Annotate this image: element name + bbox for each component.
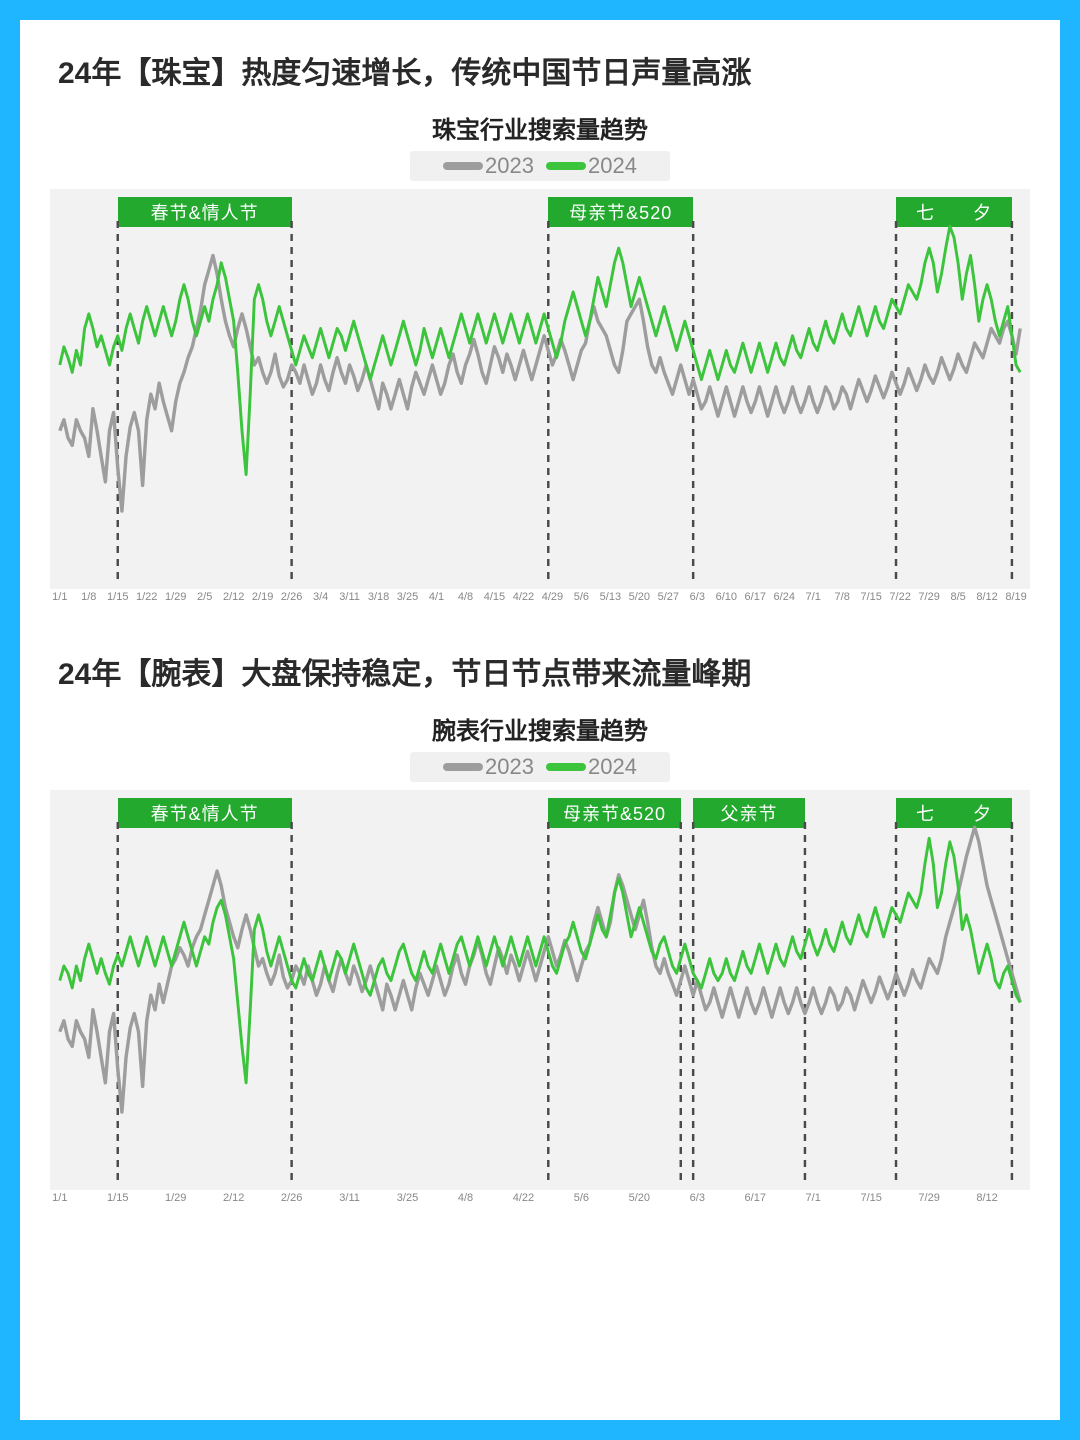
x-tick: 7/22 <box>889 591 910 603</box>
x-tick: 3/11 <box>339 1192 360 1204</box>
x-tick: 2/26 <box>281 591 302 603</box>
x-tick: 7/15 <box>860 591 881 603</box>
x-tick: 2/12 <box>223 1192 244 1204</box>
legend: 2023 2024 <box>410 151 670 181</box>
x-tick: 1/1 <box>52 591 67 603</box>
x-tick: 6/3 <box>690 591 705 603</box>
x-tick: 8/19 <box>1005 591 1026 603</box>
x-tick: 4/22 <box>513 1192 534 1204</box>
x-tick: 6/10 <box>716 591 737 603</box>
x-tick: 4/1 <box>429 591 444 603</box>
x-tick: 7/29 <box>918 1192 939 1204</box>
headline-watch: 24年【腕表】大盘保持稳定，节日节点带来流量峰期 <box>58 649 1030 693</box>
x-tick: 4/15 <box>484 591 505 603</box>
report-body: 24年【珠宝】热度匀速增长，传统中国节日声量高涨珠宝行业搜索量趋势2023202… <box>20 20 1060 1270</box>
x-tick: 5/13 <box>600 591 621 603</box>
panel-watch: 24年【腕表】大盘保持稳定，节日节点带来流量峰期腕表行业搜索量趋势2023202… <box>50 649 1030 1210</box>
x-tick: 6/24 <box>774 591 795 603</box>
plot-svg <box>50 790 1030 1210</box>
x-axis-labels: 1/1 1/15 1/29 2/12 2/26 3/11 3/25 4/8 4/22 5/6 5/2… <box>50 1192 1030 1210</box>
legend-item-2023: 2023 <box>443 754 534 780</box>
x-tick: 3/11 <box>339 591 360 603</box>
legend-label: 2024 <box>588 153 637 179</box>
plot-jewelry: 春节&情人节母亲节&520七 夕1/11/81/151/221/292/52/1… <box>50 189 1030 609</box>
x-tick: 2/5 <box>197 591 212 603</box>
legend-label: 2023 <box>485 153 534 179</box>
legend-item-2023: 2023 <box>443 153 534 179</box>
panel-jewelry: 24年【珠宝】热度匀速增长，传统中国节日声量高涨珠宝行业搜索量趋势2023202… <box>50 48 1030 609</box>
legend-swatch <box>546 162 586 170</box>
legend-swatch <box>443 162 483 170</box>
x-tick: 1/8 <box>81 591 96 603</box>
x-tick: 2/19 <box>252 591 273 603</box>
x-tick: 1/29 <box>165 1192 186 1204</box>
x-tick: 5/27 <box>658 591 679 603</box>
x-tick: 4/8 <box>458 591 473 603</box>
x-tick: 3/25 <box>397 1192 418 1204</box>
x-tick: 1/15 <box>107 591 128 603</box>
x-tick: 6/3 <box>690 1192 705 1204</box>
x-tick: 7/15 <box>860 1192 881 1204</box>
plot-svg <box>50 189 1030 609</box>
headline-jewelry: 24年【珠宝】热度匀速增长，传统中国节日声量高涨 <box>58 48 1030 92</box>
x-tick: 5/6 <box>574 1192 589 1204</box>
legend: 2023 2024 <box>410 752 670 782</box>
x-tick: 8/12 <box>976 591 997 603</box>
x-tick: 4/8 <box>458 1192 473 1204</box>
chart-title-jewelry: 珠宝行业搜索量趋势 <box>50 110 1030 145</box>
chart-title-watch: 腕表行业搜索量趋势 <box>50 711 1030 746</box>
x-tick: 1/15 <box>107 1192 128 1204</box>
legend-swatch <box>443 763 483 771</box>
x-tick: 7/1 <box>806 591 821 603</box>
x-tick: 1/29 <box>165 591 186 603</box>
report-frame: 24年【珠宝】热度匀速增长，传统中国节日声量高涨珠宝行业搜索量趋势2023202… <box>0 0 1080 1440</box>
x-tick: 1/1 <box>52 1192 67 1204</box>
series-2023 <box>60 256 1020 512</box>
x-tick: 5/6 <box>574 591 589 603</box>
legend-item-2024: 2024 <box>546 153 637 179</box>
plot-watch: 春节&情人节母亲节&520父亲节七 夕1/11/151/292/122/263/… <box>50 790 1030 1210</box>
x-tick: 7/29 <box>918 591 939 603</box>
x-tick: 5/20 <box>629 591 650 603</box>
series-2023 <box>60 827 1020 1112</box>
x-tick: 6/17 <box>745 591 766 603</box>
x-tick: 7/8 <box>835 591 850 603</box>
legend-item-2024: 2024 <box>546 754 637 780</box>
legend-label: 2024 <box>588 754 637 780</box>
x-tick: 5/20 <box>629 1192 650 1204</box>
x-tick: 4/22 <box>513 591 534 603</box>
x-tick: 3/18 <box>368 591 389 603</box>
x-tick: 3/25 <box>397 591 418 603</box>
x-tick: 8/5 <box>950 591 965 603</box>
legend-label: 2023 <box>485 754 534 780</box>
legend-swatch <box>546 763 586 771</box>
x-axis-labels: 1/1 1/8 1/15 1/22 1/29 2/5 2/12 2/19 2/26 3/4 3/11… <box>50 591 1030 609</box>
x-tick: 3/4 <box>313 591 328 603</box>
x-tick: 2/12 <box>223 591 244 603</box>
x-tick: 1/22 <box>136 591 157 603</box>
x-tick: 2/26 <box>281 1192 302 1204</box>
x-tick: 4/29 <box>542 591 563 603</box>
x-tick: 7/1 <box>806 1192 821 1204</box>
x-tick: 6/17 <box>745 1192 766 1204</box>
x-tick: 8/12 <box>976 1192 997 1204</box>
